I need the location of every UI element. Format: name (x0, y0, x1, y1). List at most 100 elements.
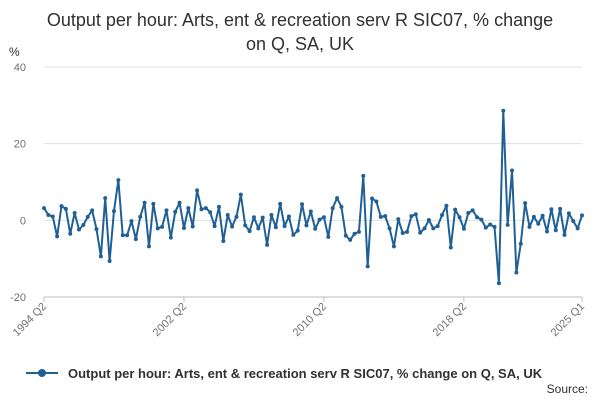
data-point[interactable] (291, 232, 296, 237)
data-point[interactable] (510, 168, 515, 173)
data-point[interactable] (409, 214, 414, 219)
data-point[interactable] (116, 178, 121, 183)
data-point[interactable] (234, 214, 239, 219)
data-point[interactable] (457, 215, 462, 220)
data-point[interactable] (575, 226, 580, 231)
data-point[interactable] (173, 209, 178, 214)
data-point[interactable] (221, 239, 226, 244)
data-point[interactable] (400, 230, 405, 235)
data-point[interactable] (282, 224, 287, 229)
data-point[interactable] (295, 228, 300, 233)
data-point[interactable] (63, 206, 68, 211)
data-point[interactable] (308, 209, 313, 214)
data-point[interactable] (208, 210, 213, 215)
data-point[interactable] (335, 196, 340, 201)
data-point[interactable] (81, 222, 86, 227)
data-point[interactable] (68, 231, 73, 236)
data-point[interactable] (374, 199, 379, 204)
data-point[interactable] (76, 227, 81, 232)
data-point[interactable] (562, 232, 567, 237)
data-point[interactable] (431, 226, 436, 231)
data-point[interactable] (155, 226, 160, 231)
data-point[interactable] (426, 217, 431, 222)
data-point[interactable] (103, 196, 108, 201)
data-point[interactable] (313, 226, 318, 231)
data-point[interactable] (238, 192, 243, 197)
data-point[interactable] (85, 214, 90, 219)
data-point[interactable] (212, 224, 217, 229)
data-point[interactable] (133, 237, 138, 242)
data-point[interactable] (545, 229, 550, 234)
data-point[interactable] (440, 212, 445, 217)
data-point[interactable] (418, 230, 423, 235)
data-point[interactable] (531, 214, 536, 219)
data-point[interactable] (501, 108, 506, 113)
data-point[interactable] (203, 206, 208, 211)
data-point[interactable] (120, 233, 125, 238)
data-point[interactable] (479, 217, 484, 222)
data-point[interactable] (571, 219, 576, 224)
data-point[interactable] (492, 224, 497, 229)
data-point[interactable] (256, 226, 261, 231)
data-point[interactable] (405, 229, 410, 234)
data-point[interactable] (370, 196, 375, 201)
data-point[interactable] (55, 234, 60, 239)
data-point[interactable] (42, 206, 46, 211)
data-point[interactable] (195, 188, 200, 193)
data-point[interactable] (230, 224, 235, 229)
data-point[interactable] (496, 281, 501, 286)
data-point[interactable] (107, 258, 112, 263)
data-point[interactable] (300, 202, 305, 207)
data-point[interactable] (164, 208, 169, 213)
data-point[interactable] (339, 204, 344, 209)
data-point[interactable] (278, 201, 283, 206)
data-point[interactable] (361, 173, 366, 178)
data-point[interactable] (523, 201, 528, 206)
data-point[interactable] (216, 204, 221, 209)
data-point[interactable] (125, 233, 130, 238)
data-point[interactable] (413, 212, 418, 217)
data-point[interactable] (383, 214, 388, 219)
data-point[interactable] (348, 237, 353, 242)
data-point[interactable] (273, 225, 278, 230)
data-point[interactable] (146, 244, 151, 249)
data-point[interactable] (505, 222, 510, 227)
data-point[interactable] (356, 229, 361, 234)
data-point[interactable] (580, 213, 584, 218)
data-point[interactable] (475, 215, 480, 220)
data-point[interactable] (138, 214, 143, 219)
data-point[interactable] (378, 214, 383, 219)
data-point[interactable] (566, 211, 571, 216)
data-point[interactable] (286, 214, 291, 219)
data-point[interactable] (461, 226, 466, 231)
data-point[interactable] (391, 244, 396, 249)
data-point[interactable] (243, 223, 248, 228)
data-point[interactable] (352, 231, 357, 236)
data-point[interactable] (225, 212, 230, 217)
data-point[interactable] (265, 242, 270, 247)
data-point[interactable] (453, 207, 458, 212)
data-point[interactable] (518, 241, 523, 246)
legend[interactable]: Output per hour: Arts, ent & recreation … (22, 364, 542, 382)
data-point[interactable] (199, 207, 204, 212)
data-point[interactable] (46, 212, 51, 217)
data-point[interactable] (260, 215, 265, 220)
data-point[interactable] (466, 211, 471, 216)
data-point[interactable] (59, 204, 64, 209)
data-point[interactable] (269, 212, 274, 217)
data-point[interactable] (90, 208, 95, 213)
data-point[interactable] (321, 215, 326, 220)
data-point[interactable] (387, 226, 392, 231)
data-point[interactable] (151, 201, 156, 206)
data-point[interactable] (251, 215, 256, 220)
data-point[interactable] (483, 225, 488, 230)
data-point[interactable] (94, 227, 99, 232)
data-point[interactable] (470, 208, 475, 213)
data-point[interactable] (181, 226, 186, 230)
data-point[interactable] (168, 235, 173, 240)
data-point[interactable] (304, 223, 309, 228)
data-point[interactable] (160, 224, 165, 229)
data-point[interactable] (540, 213, 545, 218)
data-point[interactable] (111, 209, 116, 214)
data-point[interactable] (488, 222, 493, 227)
